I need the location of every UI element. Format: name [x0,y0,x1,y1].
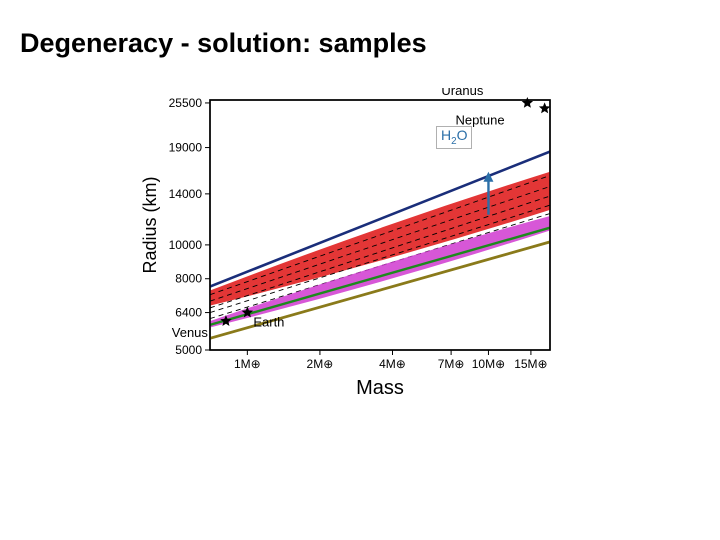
mass-radius-chart: 5000 6400 8000 10000 14000 19000 25500 1M⊕ 2M⊕ 4M… [138,88,570,418]
svg-text:10M⊕: 10M⊕ [472,357,505,371]
svg-text:Mass: Mass [356,377,404,399]
svg-text:8000: 8000 [175,272,202,286]
svg-text:7M⊕: 7M⊕ [438,357,465,371]
svg-text:19000: 19000 [169,141,203,155]
chart-svg: 5000 6400 8000 10000 14000 19000 25500 1M⊕ 2M⊕ 4M… [138,88,570,418]
svg-text:4M⊕: 4M⊕ [379,357,406,371]
svg-text:6400: 6400 [175,306,202,320]
svg-text:14000: 14000 [169,187,203,201]
svg-text:2M⊕: 2M⊕ [307,357,334,371]
svg-text:Earth: Earth [253,315,284,330]
svg-text:Radius (km): Radius (km) [140,176,160,273]
svg-text:10000: 10000 [169,238,203,252]
svg-text:1M⊕: 1M⊕ [234,357,261,371]
slide-title: Degeneracy - solution: samples [20,28,427,59]
svg-text:5000: 5000 [175,343,202,357]
svg-text:25500: 25500 [169,96,203,110]
svg-text:15M⊕: 15M⊕ [514,357,547,371]
h2o-label: H2O [436,126,472,149]
svg-text:Venus: Venus [172,325,209,340]
svg-text:Uranus: Uranus [441,88,483,98]
